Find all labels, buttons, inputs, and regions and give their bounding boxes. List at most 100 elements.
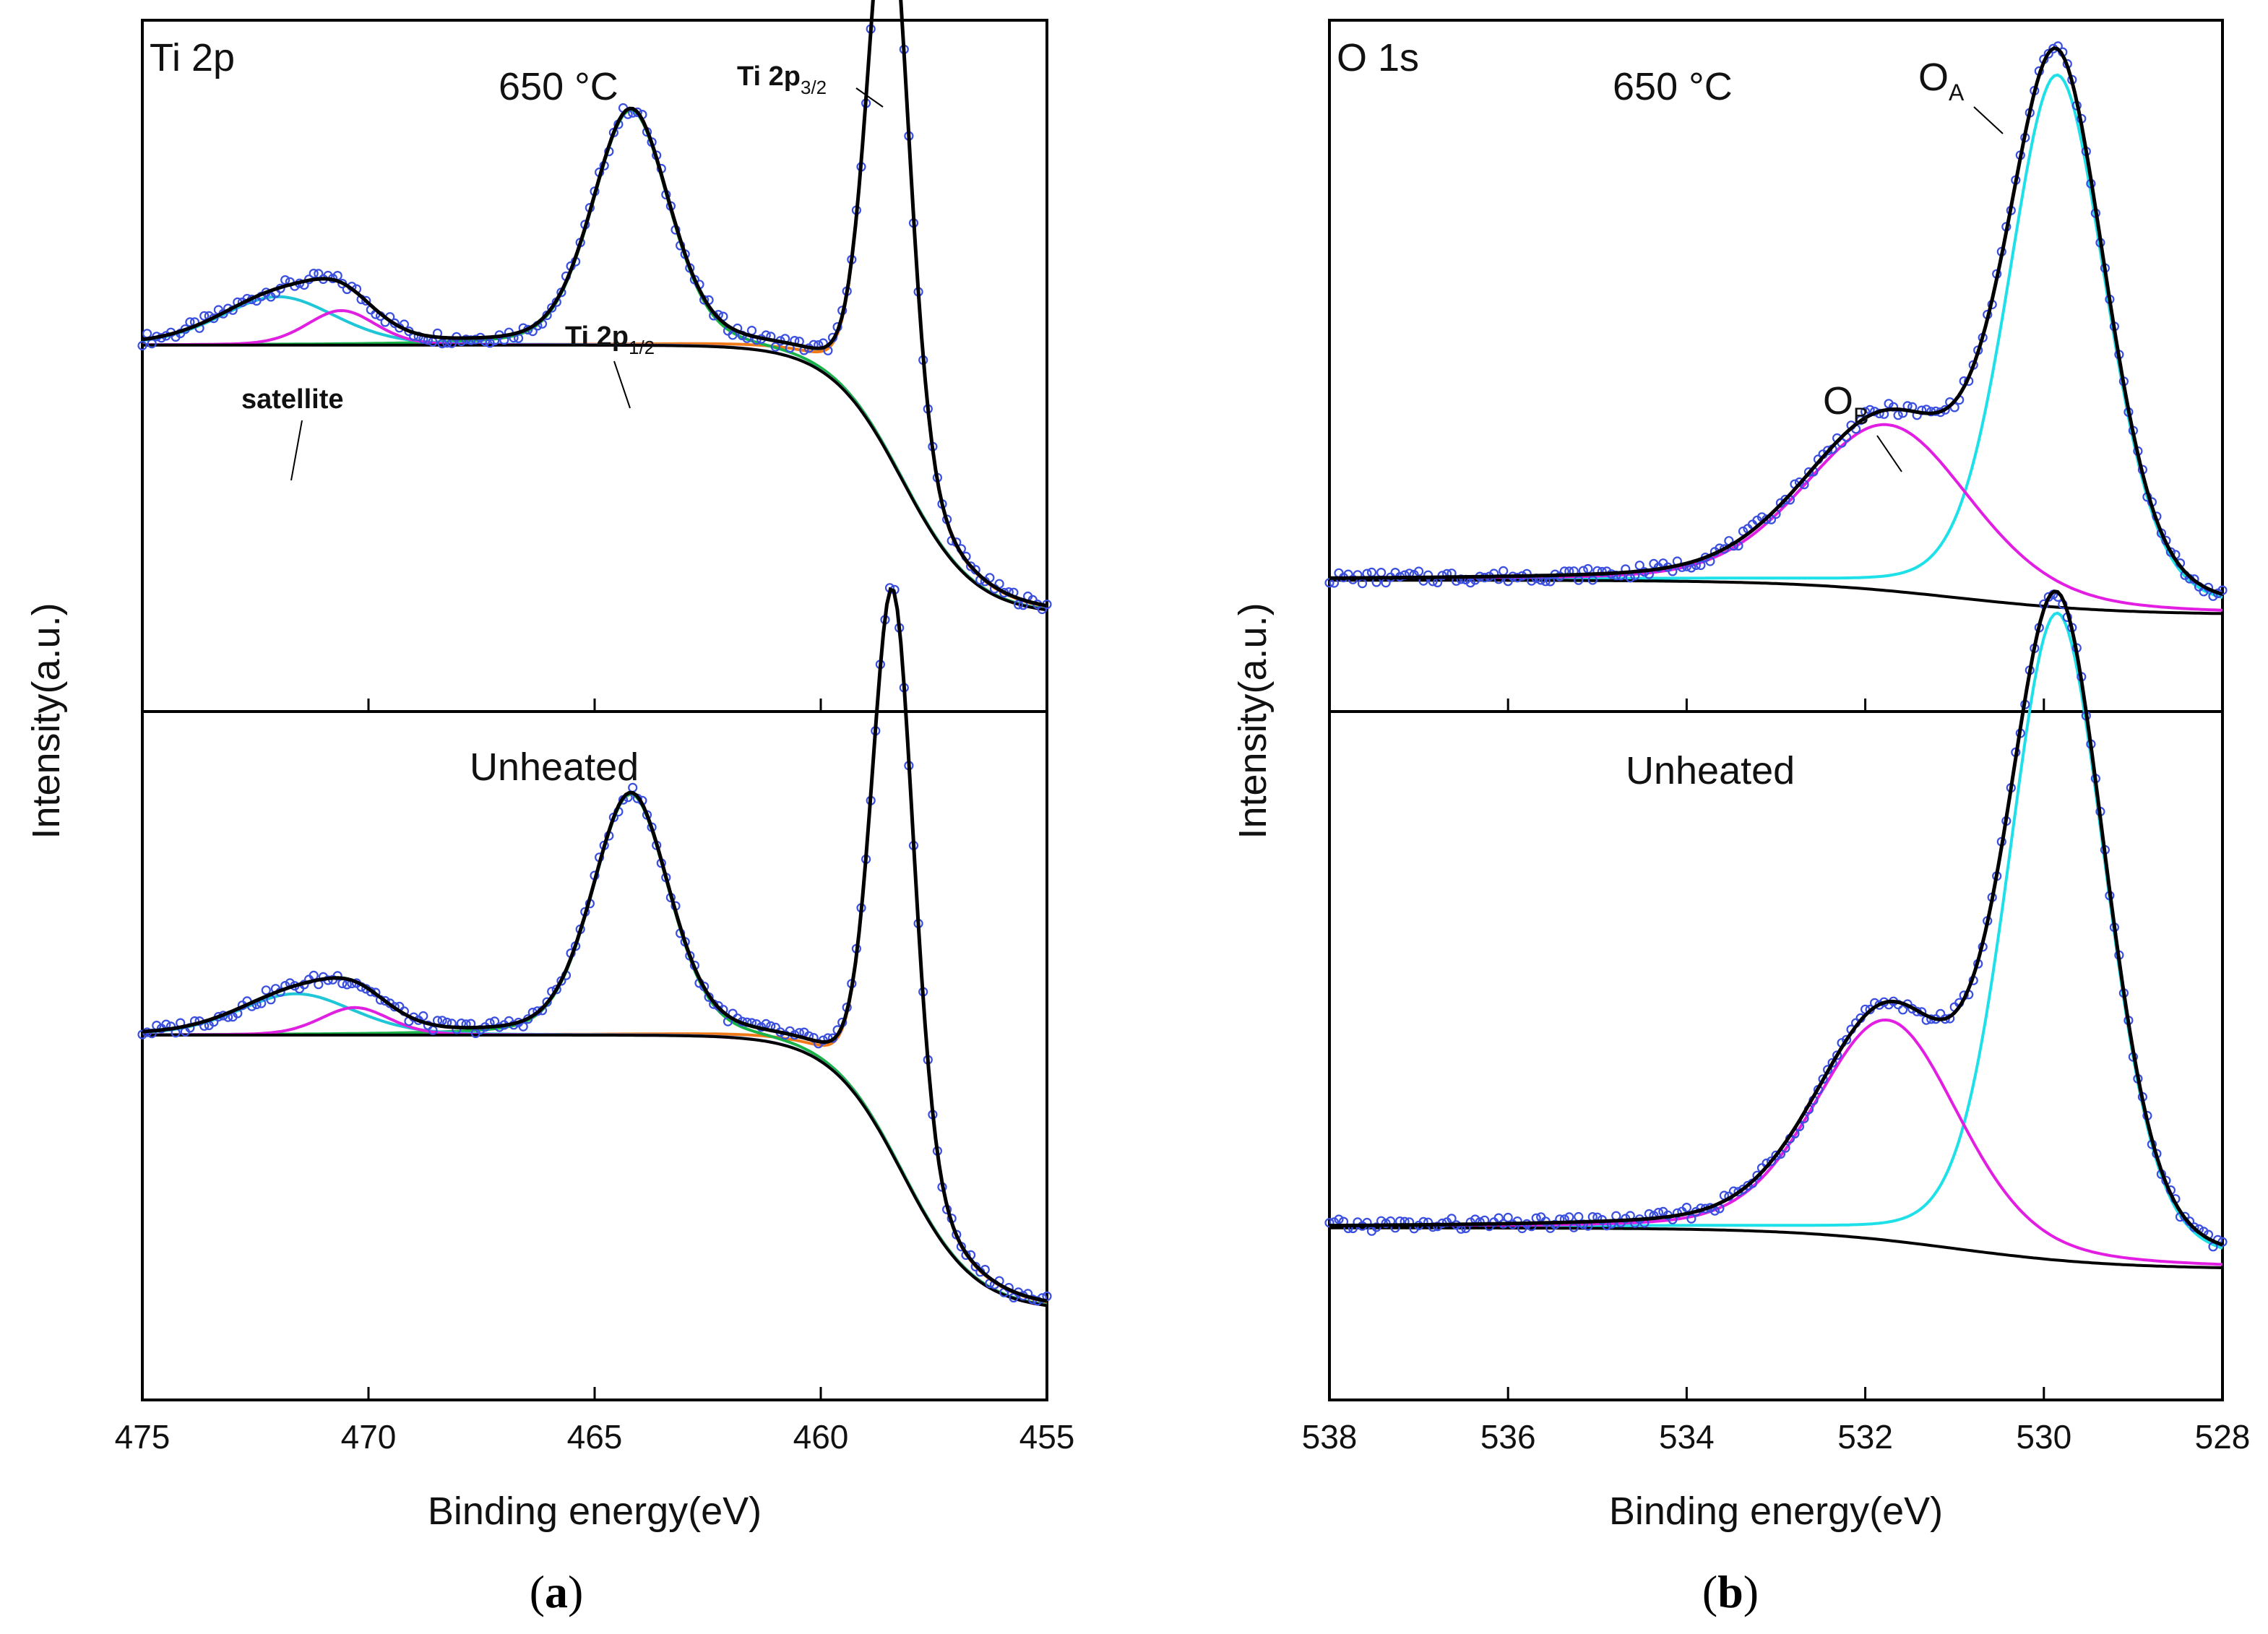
- ti2p32-annotation: Ti 2p3/2: [737, 61, 827, 98]
- satellite-annotation: satellite: [241, 384, 344, 415]
- background-line: [1329, 579, 2223, 615]
- data-point: [1465, 1217, 1475, 1227]
- panel-b-ticks: 538 536 534 532 530 528: [1302, 699, 2251, 1456]
- ti2p12-pointer: [613, 360, 631, 409]
- panel-a-x-axis-label: Binding energy(eV): [428, 1490, 762, 1533]
- data-point: [518, 1021, 528, 1032]
- data-point: [1696, 560, 1706, 571]
- panel-a-top-frame: [141, 19, 1048, 713]
- data-point: [1334, 1214, 1344, 1224]
- data-point: [1465, 578, 1475, 588]
- data-point: [1842, 1034, 1852, 1045]
- data-point: [1634, 561, 1644, 571]
- data-point: [1681, 1202, 1691, 1213]
- data-point: [1371, 1222, 1381, 1232]
- data-point: [1823, 446, 1833, 456]
- data-point: [1376, 567, 1387, 578]
- oa-pointer: [1973, 106, 2004, 134]
- x-tick-label: 460: [793, 1418, 849, 1456]
- panel-b: 538 536 534 532 530 528 O 1s 650 °C Unheated …: [1231, 19, 2251, 1617]
- data-point: [1013, 600, 1024, 610]
- data-point: [418, 1011, 428, 1021]
- panel-a-element-label: Ti 2p: [150, 36, 235, 79]
- data-point: [1366, 567, 1377, 578]
- background-line: [142, 1033, 1048, 1307]
- data-point: [1574, 1211, 1584, 1222]
- data-point: [1686, 1214, 1696, 1224]
- panel-a-y-axis-label: Intensity(a.u.): [25, 602, 68, 839]
- data-point: [746, 326, 757, 336]
- data-point: [1803, 467, 1814, 477]
- data-point: [137, 340, 147, 351]
- data-point: [1550, 1219, 1560, 1229]
- x-tick-label: 530: [2016, 1418, 2071, 1456]
- panel-b-bottom-plot: [1324, 589, 2228, 1269]
- data-point: [1009, 1292, 1019, 1303]
- data-point: [547, 303, 557, 313]
- data-point: [632, 107, 642, 117]
- data-point: [332, 971, 342, 981]
- data-point: [1771, 1150, 1781, 1161]
- data-point: [2043, 48, 2053, 59]
- data-point: [1334, 568, 1344, 578]
- data-point: [1522, 569, 1532, 579]
- data-point: [485, 338, 495, 348]
- ti2p32-pointer: [855, 87, 884, 108]
- data-point: [1860, 407, 1871, 417]
- data-point: [1503, 1212, 1513, 1223]
- panel-a-bottom-condition: Unheated: [470, 745, 639, 789]
- data-point: [1540, 576, 1551, 587]
- data-point: [361, 295, 371, 306]
- data-point: [1780, 494, 1790, 505]
- x-tick-label: 528: [2195, 1418, 2251, 1456]
- data-point: [437, 339, 447, 349]
- data-point: [1423, 570, 1433, 580]
- panel-a-label: (a): [530, 1566, 584, 1617]
- background-line: [142, 343, 1048, 612]
- x-tick-label: 465: [567, 1418, 623, 1456]
- data-point: [452, 1024, 462, 1034]
- ti2p12-annotation: Ti 2p1/2: [565, 321, 655, 358]
- panel-a-top-plot: [137, 0, 1052, 615]
- data-point: [728, 330, 738, 340]
- fit-envelope: [142, 587, 1048, 1303]
- panel-b-bottom-condition: Unheated: [1626, 749, 1795, 792]
- fit-envelope: [1329, 589, 2223, 1247]
- data-point: [1587, 575, 1597, 585]
- oa-annotation: OA: [1918, 56, 1965, 105]
- ob-annotation: OB: [1823, 379, 1868, 429]
- component-ti-2p3-2: [142, 589, 1048, 1304]
- data-point: [1413, 566, 1424, 576]
- x-tick-label: 534: [1659, 1418, 1715, 1456]
- data-point: [1583, 563, 1593, 574]
- background-line: [1329, 1226, 2223, 1269]
- ob-pointer: [1876, 435, 1902, 472]
- data-point: [1766, 1156, 1777, 1167]
- x-tick-label: 532: [1837, 1418, 1893, 1456]
- x-tick-label: 536: [1480, 1418, 1536, 1456]
- data-point: [1762, 514, 1772, 524]
- data-point: [2189, 1222, 2199, 1232]
- satellite-pointer: [290, 420, 303, 481]
- data-point: [1832, 1050, 1842, 1060]
- component-satellite: [142, 992, 1048, 1307]
- panel-a: 475 470 465 460 455 Ti 2p 650 °C Unheated sa…: [25, 0, 1074, 1617]
- panel-a-ticks: 475 470 465 460 455: [115, 699, 1075, 1456]
- data-point: [1898, 1005, 1908, 1015]
- data-point: [542, 997, 552, 1007]
- panel-b-label: (b): [1702, 1566, 1759, 1617]
- data-point: [280, 275, 290, 285]
- fit-envelope: [142, 0, 1048, 608]
- panel-a-bottom-plot: [137, 583, 1052, 1307]
- x-tick-label: 538: [1302, 1418, 1358, 1456]
- panel-b-y-axis-label: Intensity(a.u.): [1231, 602, 1275, 839]
- data-point: [437, 1016, 447, 1026]
- panel-b-element-label: O 1s: [1337, 36, 1419, 79]
- x-tick-label: 455: [1019, 1418, 1075, 1456]
- data-point: [1545, 576, 1556, 587]
- data-point: [1752, 1170, 1762, 1180]
- data-point: [142, 329, 152, 339]
- panel-a-top-condition: 650 °C: [499, 65, 618, 108]
- data-point: [309, 269, 319, 279]
